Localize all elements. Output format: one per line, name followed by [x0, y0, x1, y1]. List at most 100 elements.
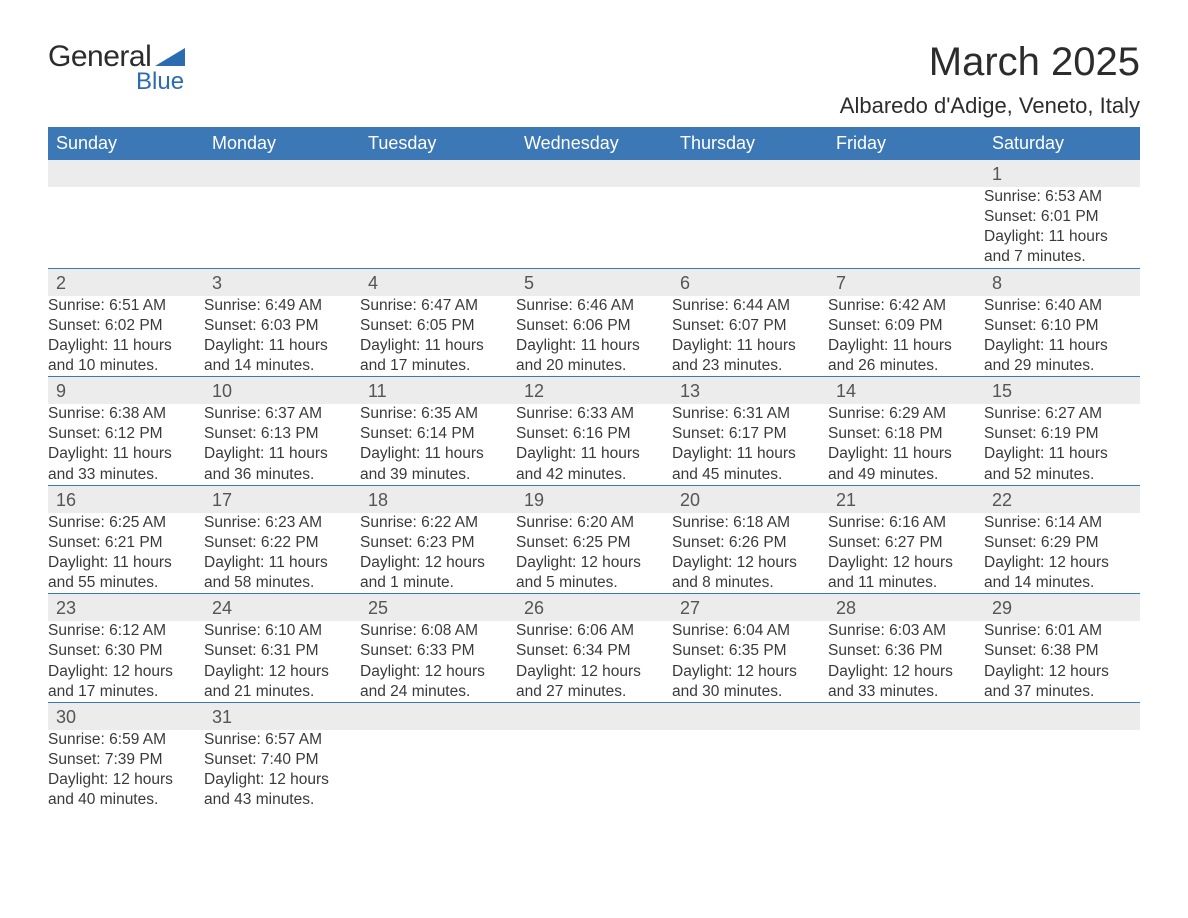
daylight-line: Daylight: 11 hours	[360, 444, 516, 464]
daylight-line: Daylight: 12 hours	[984, 553, 1140, 573]
calendar-body: 1Sunrise: 6:53 AMSunset: 6:01 PMDaylight…	[48, 160, 1140, 810]
sunset-line: Sunset: 7:39 PM	[48, 750, 204, 770]
detail-cell: Sunrise: 6:53 AMSunset: 6:01 PMDaylight:…	[984, 187, 1140, 268]
day-number: 11	[360, 377, 516, 404]
sunset-line: Sunset: 6:35 PM	[672, 641, 828, 661]
sunset-line: Sunset: 6:07 PM	[672, 316, 828, 336]
detail-row: Sunrise: 6:59 AMSunset: 7:39 PMDaylight:…	[48, 730, 1140, 811]
daynum-cell: 4	[360, 268, 516, 296]
detail-cell	[48, 187, 204, 268]
day-number: 6	[672, 269, 828, 296]
daylight-line: and 11 minutes.	[828, 573, 984, 593]
daynum-cell	[672, 702, 828, 730]
daynum-row: 1	[48, 160, 1140, 187]
sunset-line: Sunset: 6:05 PM	[360, 316, 516, 336]
sunrise-line: Sunrise: 6:31 AM	[672, 404, 828, 424]
day-number: 19	[516, 486, 672, 513]
daylight-line: Daylight: 11 hours	[204, 444, 360, 464]
detail-cell	[984, 730, 1140, 811]
daynum-cell: 14	[828, 377, 984, 405]
sunrise-line: Sunrise: 6:22 AM	[360, 513, 516, 533]
detail-cell: Sunrise: 6:47 AMSunset: 6:05 PMDaylight:…	[360, 296, 516, 377]
sunset-line: Sunset: 6:09 PM	[828, 316, 984, 336]
sunrise-line: Sunrise: 6:01 AM	[984, 621, 1140, 641]
sunset-line: Sunset: 6:19 PM	[984, 424, 1140, 444]
daynum-cell: 31	[204, 702, 360, 730]
sunset-line: Sunset: 6:30 PM	[48, 641, 204, 661]
day-number: 7	[828, 269, 984, 296]
detail-cell	[828, 187, 984, 268]
daylight-line: Daylight: 12 hours	[672, 553, 828, 573]
daylight-line: Daylight: 12 hours	[516, 662, 672, 682]
daylight-line: and 45 minutes.	[672, 465, 828, 485]
page-header: General Blue March 2025 Albaredo d'Adige…	[48, 40, 1140, 119]
daylight-line: Daylight: 12 hours	[828, 553, 984, 573]
day-number: 20	[672, 486, 828, 513]
daynum-cell	[828, 160, 984, 187]
daylight-line: and 7 minutes.	[984, 247, 1140, 267]
daylight-line: Daylight: 11 hours	[48, 553, 204, 573]
daylight-line: and 23 minutes.	[672, 356, 828, 376]
daynum-cell: 16	[48, 485, 204, 513]
detail-cell: Sunrise: 6:38 AMSunset: 6:12 PMDaylight:…	[48, 404, 204, 485]
daylight-line: and 29 minutes.	[984, 356, 1140, 376]
daylight-line: Daylight: 12 hours	[360, 553, 516, 573]
daylight-line: and 27 minutes.	[516, 682, 672, 702]
daynum-cell	[516, 702, 672, 730]
detail-cell: Sunrise: 6:16 AMSunset: 6:27 PMDaylight:…	[828, 513, 984, 594]
sunset-line: Sunset: 6:38 PM	[984, 641, 1140, 661]
daynum-cell: 1	[984, 160, 1140, 187]
daylight-line: and 42 minutes.	[516, 465, 672, 485]
day-number: 4	[360, 269, 516, 296]
daylight-line: and 8 minutes.	[672, 573, 828, 593]
sunrise-line: Sunrise: 6:35 AM	[360, 404, 516, 424]
daynum-cell: 21	[828, 485, 984, 513]
detail-cell: Sunrise: 6:27 AMSunset: 6:19 PMDaylight:…	[984, 404, 1140, 485]
daylight-line: and 52 minutes.	[984, 465, 1140, 485]
daynum-cell: 22	[984, 485, 1140, 513]
detail-cell	[672, 730, 828, 811]
sunrise-line: Sunrise: 6:10 AM	[204, 621, 360, 641]
day-number: 14	[828, 377, 984, 404]
detail-cell: Sunrise: 6:01 AMSunset: 6:38 PMDaylight:…	[984, 621, 1140, 702]
title-block: March 2025 Albaredo d'Adige, Veneto, Ita…	[840, 40, 1140, 119]
daylight-line: Daylight: 11 hours	[984, 227, 1140, 247]
daynum-cell: 23	[48, 594, 204, 622]
sunset-line: Sunset: 6:17 PM	[672, 424, 828, 444]
daynum-cell: 5	[516, 268, 672, 296]
detail-cell: Sunrise: 6:06 AMSunset: 6:34 PMDaylight:…	[516, 621, 672, 702]
daylight-line: and 33 minutes.	[828, 682, 984, 702]
sunrise-line: Sunrise: 6:51 AM	[48, 296, 204, 316]
daylight-line: and 30 minutes.	[672, 682, 828, 702]
detail-cell: Sunrise: 6:29 AMSunset: 6:18 PMDaylight:…	[828, 404, 984, 485]
daynum-cell: 27	[672, 594, 828, 622]
detail-cell: Sunrise: 6:14 AMSunset: 6:29 PMDaylight:…	[984, 513, 1140, 594]
daylight-line: and 1 minute.	[360, 573, 516, 593]
daynum-cell	[360, 702, 516, 730]
daynum-row: 16171819202122	[48, 485, 1140, 513]
day-number: 13	[672, 377, 828, 404]
sunset-line: Sunset: 6:13 PM	[204, 424, 360, 444]
daylight-line: Daylight: 11 hours	[984, 444, 1140, 464]
detail-row: Sunrise: 6:38 AMSunset: 6:12 PMDaylight:…	[48, 404, 1140, 485]
daynum-cell: 30	[48, 702, 204, 730]
daynum-cell: 19	[516, 485, 672, 513]
calendar-table: Sunday Monday Tuesday Wednesday Thursday…	[48, 127, 1140, 810]
day-number: 22	[984, 486, 1140, 513]
sunrise-line: Sunrise: 6:33 AM	[516, 404, 672, 424]
daylight-line: and 17 minutes.	[360, 356, 516, 376]
day-number: 21	[828, 486, 984, 513]
daylight-line: Daylight: 12 hours	[48, 662, 204, 682]
sunrise-line: Sunrise: 6:20 AM	[516, 513, 672, 533]
sunset-line: Sunset: 6:26 PM	[672, 533, 828, 553]
daylight-line: Daylight: 12 hours	[984, 662, 1140, 682]
sunset-line: Sunset: 6:01 PM	[984, 207, 1140, 227]
daynum-cell	[360, 160, 516, 187]
daynum-cell: 2	[48, 268, 204, 296]
sunrise-line: Sunrise: 6:12 AM	[48, 621, 204, 641]
day-number: 10	[204, 377, 360, 404]
daylight-line: and 49 minutes.	[828, 465, 984, 485]
sunrise-line: Sunrise: 6:40 AM	[984, 296, 1140, 316]
sunrise-line: Sunrise: 6:03 AM	[828, 621, 984, 641]
detail-cell: Sunrise: 6:46 AMSunset: 6:06 PMDaylight:…	[516, 296, 672, 377]
